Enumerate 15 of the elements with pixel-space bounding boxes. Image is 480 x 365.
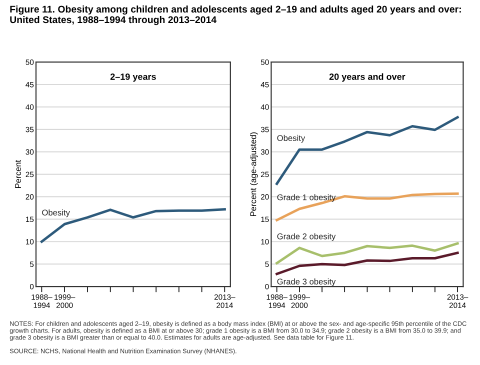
text: 2–19 years	[110, 74, 156, 82]
series-label: Obesity	[277, 134, 306, 143]
line-series	[276, 242, 459, 264]
y-axis-title: Percent	[15, 160, 21, 188]
series-label: Obesity	[42, 209, 70, 218]
y-axis-title: Percent (age-adjusted)	[250, 132, 258, 216]
caption: Figure 11. Obesity among children and adolescents aged 2–19 and adults aged 20 years and over: United States, 1988–1994 through 2013–2014	[10, 5, 461, 26]
line-series	[276, 192, 459, 222]
line-series	[276, 116, 459, 185]
series-label: Grade 2 obesity	[277, 233, 336, 241]
series-label: Grade 3 obesity	[277, 278, 336, 286]
line-series	[276, 252, 459, 276]
series-label: Grade 1 obesity	[277, 194, 336, 202]
text: 20 years and over	[329, 73, 406, 82]
line-series	[40, 208, 226, 243]
